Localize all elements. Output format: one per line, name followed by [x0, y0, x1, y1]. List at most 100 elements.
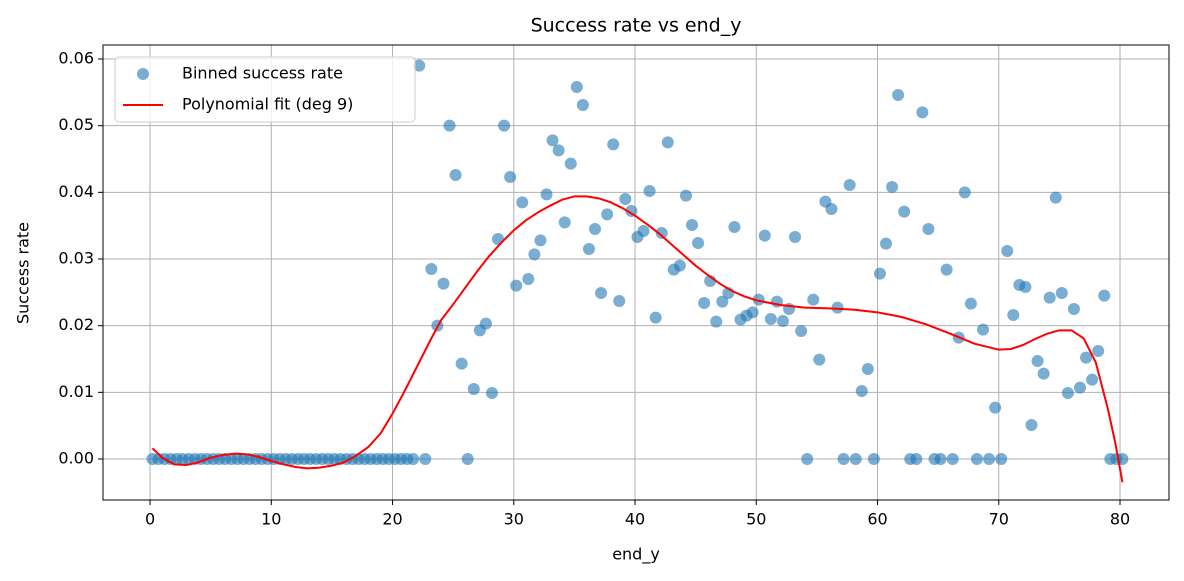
data-point	[570, 81, 583, 93]
fit-line	[151, 195, 1124, 483]
data-point	[498, 119, 511, 132]
data-point	[1092, 345, 1105, 357]
y-tick-label: 0.03	[58, 249, 94, 268]
data-point	[789, 231, 802, 243]
x-tick-label: 30	[504, 510, 524, 529]
x-tick-label: 70	[989, 510, 1009, 529]
data-point	[861, 363, 874, 375]
data-point	[946, 453, 959, 465]
data-point	[898, 205, 911, 218]
data-point	[613, 295, 626, 307]
data-point	[552, 144, 565, 157]
data-point	[504, 171, 517, 183]
data-point	[1067, 303, 1080, 315]
legend-box	[114, 56, 416, 123]
data-point	[425, 263, 438, 275]
x-tick-label: 10	[261, 510, 281, 529]
data-point	[485, 387, 498, 399]
data-point	[880, 237, 893, 250]
data-point	[764, 313, 777, 325]
data-point	[922, 223, 935, 235]
data-point	[558, 216, 571, 229]
data-point	[958, 186, 971, 199]
data-point	[977, 323, 990, 336]
data-point	[989, 401, 1002, 414]
data-point	[449, 169, 462, 181]
x-tick-label: 50	[746, 510, 766, 529]
data-point	[564, 157, 577, 170]
data-point	[1031, 355, 1044, 367]
data-point	[752, 293, 765, 306]
data-point	[1055, 287, 1068, 299]
data-point	[540, 188, 553, 201]
data-point	[661, 136, 674, 149]
data-point	[649, 311, 662, 324]
data-point	[1019, 281, 1032, 293]
data-point	[692, 237, 705, 249]
data-point	[467, 383, 480, 395]
y-axis-label: Success rate	[14, 222, 33, 324]
chart-title: Success rate vs end_y	[531, 15, 742, 37]
data-point	[461, 453, 474, 465]
data-point	[916, 106, 929, 119]
data-point	[1061, 387, 1074, 399]
x-tick-label: 60	[867, 510, 887, 529]
data-point	[716, 295, 729, 308]
data-point	[813, 353, 826, 366]
data-point	[528, 248, 541, 261]
data-point	[1037, 367, 1050, 380]
data-point	[710, 315, 723, 328]
data-point	[849, 453, 862, 465]
data-point	[619, 193, 632, 205]
data-point	[1074, 381, 1087, 394]
data-point	[1007, 309, 1020, 321]
data-point	[855, 385, 868, 397]
data-point	[534, 234, 547, 247]
data-point	[873, 267, 886, 280]
data-point	[479, 317, 492, 330]
data-point	[776, 315, 789, 327]
x-tick-label: 80	[1110, 510, 1130, 529]
data-point	[698, 297, 711, 309]
data-point	[679, 189, 692, 202]
data-point	[576, 99, 589, 111]
plot-frame	[102, 44, 1170, 501]
legend-label: Binned success rate	[182, 64, 343, 83]
legend-marker	[137, 68, 149, 80]
data-point	[443, 119, 456, 132]
data-point	[886, 181, 899, 193]
data-point	[595, 287, 608, 299]
data-point	[910, 453, 923, 465]
data-point	[607, 138, 620, 151]
data-point	[601, 208, 614, 221]
data-point	[892, 89, 905, 101]
data-point	[843, 179, 856, 191]
data-point	[1098, 289, 1111, 302]
data-point	[758, 229, 771, 242]
data-point	[795, 325, 808, 337]
data-point	[437, 277, 450, 290]
data-point	[807, 293, 820, 306]
data-point	[801, 453, 814, 465]
data-point	[673, 259, 686, 272]
data-point	[1086, 373, 1099, 386]
data-point	[964, 297, 977, 310]
data-point	[1025, 419, 1038, 431]
y-tick-label: 0.04	[58, 182, 94, 201]
data-point	[522, 273, 535, 285]
y-tick-label: 0.06	[58, 49, 94, 68]
data-point	[934, 453, 947, 465]
x-tick-label: 0	[145, 510, 155, 529]
data-point	[837, 453, 850, 465]
data-point	[995, 453, 1008, 465]
y-tick-label: 0.02	[58, 315, 94, 334]
y-tick-label: 0.00	[58, 449, 94, 468]
data-point	[510, 279, 523, 292]
data-point	[546, 134, 559, 147]
data-point	[746, 306, 759, 319]
data-point	[582, 243, 595, 255]
data-point	[413, 59, 426, 72]
data-point	[625, 205, 638, 217]
y-tick-label: 0.01	[58, 382, 94, 401]
